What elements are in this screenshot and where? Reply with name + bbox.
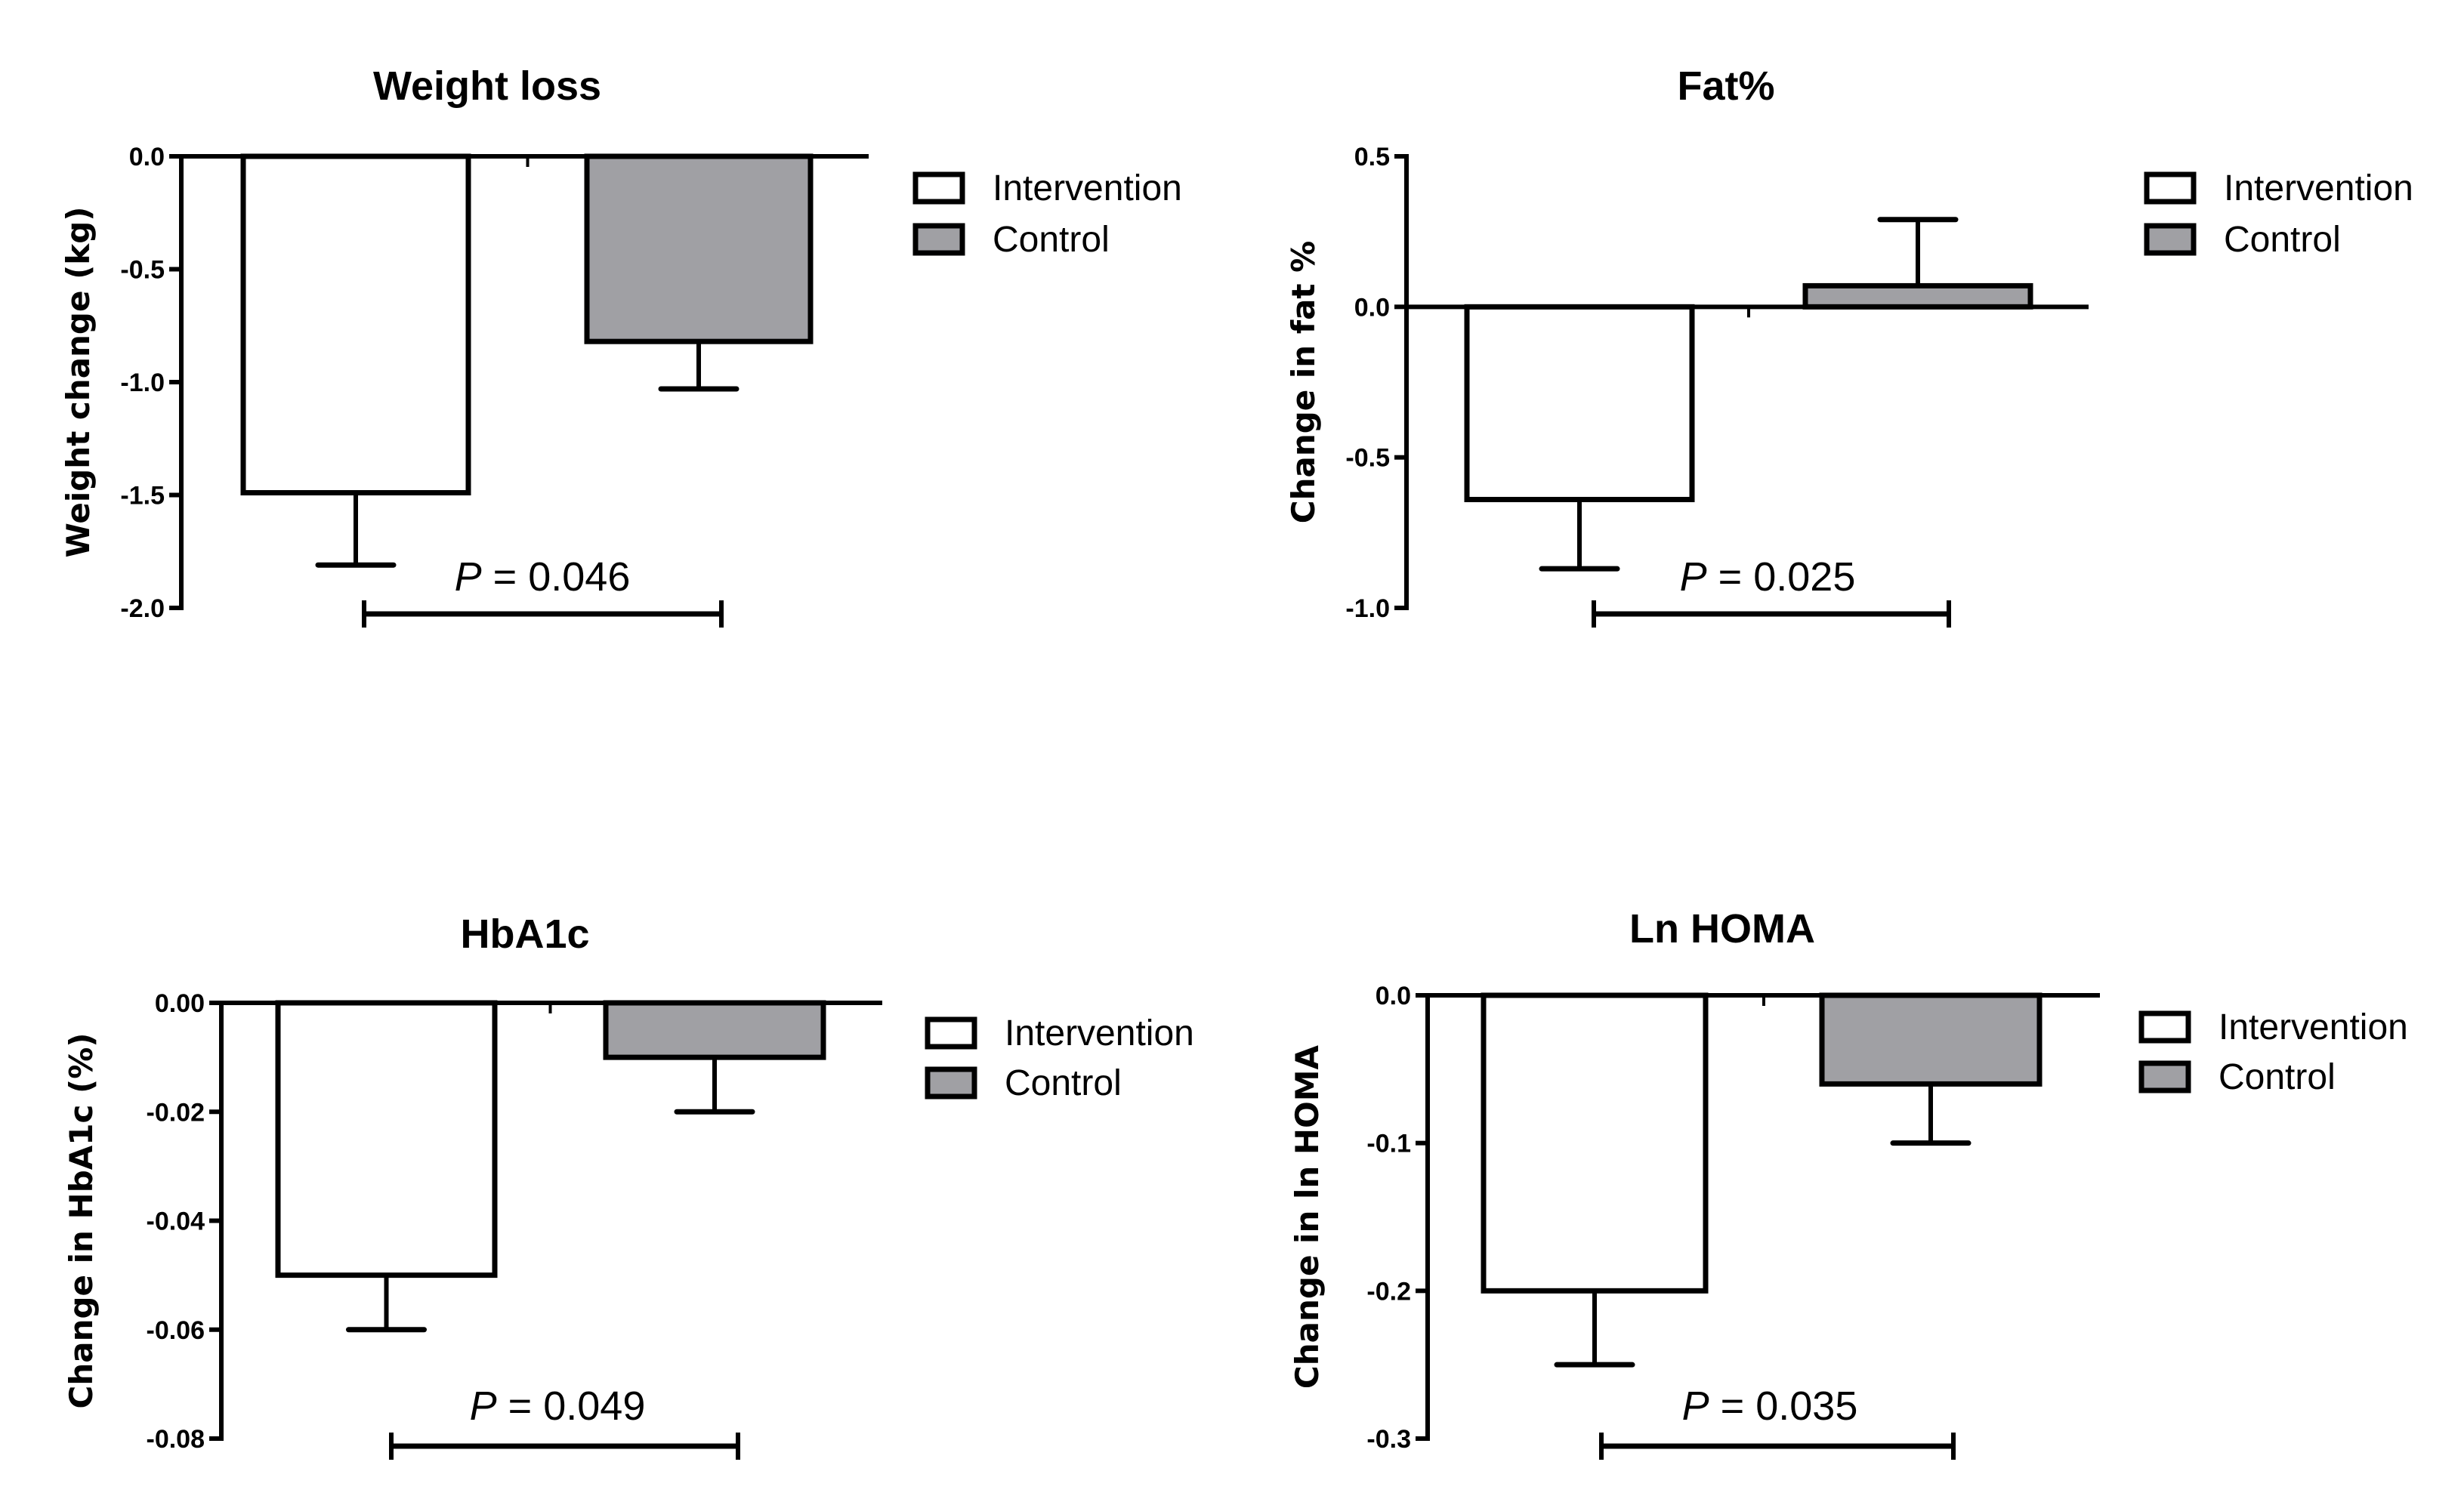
p-value-annotation: P = 0.046 <box>455 554 631 600</box>
panel-2: Fat% Change in fat % 0.5 0.0 -0.5 -1.0 Interve… <box>1285 63 2413 628</box>
p-label: P <box>470 1383 497 1429</box>
y-tick-label: -1.0 <box>1345 594 1390 623</box>
y-axis-label: Change in HbA1c (%) <box>63 1033 100 1409</box>
legend-label-control: Control <box>2224 220 2341 260</box>
y-tick-label: -0.06 <box>147 1316 205 1345</box>
y-axis-label: Change in ln HOMA <box>1289 1044 1326 1389</box>
y-axis-label: Weight change (kg) <box>60 207 97 558</box>
chart-title: Ln HOMA <box>1629 906 1815 952</box>
p-value: = 0.025 <box>1707 554 1856 600</box>
bar-intervention <box>1464 304 1695 502</box>
y-tick-label: -0.04 <box>147 1208 205 1236</box>
p-value: = 0.049 <box>497 1383 646 1429</box>
legend-label-control: Control <box>1005 1063 1122 1103</box>
y-tick-label: 0.0 <box>129 143 165 171</box>
legend-label-intervention: Intervention <box>993 168 1182 208</box>
legend-swatch-control <box>2144 223 2197 256</box>
legend-swatch-intervention <box>2138 1010 2191 1044</box>
legend-swatch-intervention <box>925 1016 977 1050</box>
bar-intervention <box>240 153 471 496</box>
p-label: P <box>1682 1383 1709 1429</box>
y-tick-label: 0.0 <box>1354 293 1390 322</box>
panel-1: Weight loss Weight change (kg) 0.0 -0.5 -1.0… <box>60 63 1182 628</box>
y-tick-label: -0.5 <box>120 256 165 285</box>
p-value: = 0.046 <box>482 554 631 600</box>
legend-swatch-control <box>912 223 965 256</box>
legend-swatch-control <box>925 1066 977 1100</box>
y-tick-label: 0.00 <box>155 989 205 1018</box>
legend-swatch-control <box>2138 1060 2191 1093</box>
legend-label-intervention: Intervention <box>1005 1013 1194 1053</box>
legend-label-control: Control <box>993 220 1110 260</box>
p-label: P <box>455 554 482 600</box>
p-value-annotation: P = 0.035 <box>1682 1383 1858 1429</box>
y-tick-label: -1.5 <box>120 482 165 510</box>
legend-label-intervention: Intervention <box>2219 1007 2408 1047</box>
p-value-annotation: P = 0.049 <box>470 1383 646 1429</box>
p-value-annotation: P = 0.025 <box>1680 554 1856 600</box>
bar-control <box>603 1000 826 1060</box>
p-value: = 0.035 <box>1709 1383 1858 1429</box>
panel-4: Ln HOMA Change in ln HOMA 0.0 -0.1 -0.2 -0.3 I… <box>1289 906 2408 1460</box>
bar-intervention <box>1481 992 1709 1294</box>
y-tick-label: -0.5 <box>1345 444 1390 473</box>
y-tick-label: -0.3 <box>1366 1425 1411 1454</box>
y-tick-label: -2.0 <box>120 594 165 623</box>
chart-title: Weight loss <box>373 63 601 109</box>
legend-swatch-intervention <box>2144 171 2197 205</box>
y-tick-label: 0.0 <box>1376 982 1411 1010</box>
panel-3: HbA1c Change in HbA1c (%) 0.00 -0.02 -0.04 -0… <box>63 911 1194 1460</box>
y-tick-label: -1.0 <box>120 369 165 397</box>
y-axis-label: Change in fat % <box>1285 241 1322 523</box>
legend-label-intervention: Intervention <box>2224 168 2413 208</box>
p-label: P <box>1680 554 1707 600</box>
y-tick-label: -0.1 <box>1366 1130 1411 1158</box>
y-tick-label: -0.02 <box>147 1098 205 1127</box>
y-tick-label: -0.2 <box>1366 1277 1411 1306</box>
chart-title: HbA1c <box>460 911 589 957</box>
bar-control <box>584 153 814 344</box>
legend-label-control: Control <box>2219 1057 2336 1097</box>
y-tick-label: 0.5 <box>1354 143 1390 171</box>
legend-swatch-intervention <box>912 171 965 205</box>
chart-title: Fat% <box>1677 63 1774 109</box>
bar-control <box>1819 992 2043 1087</box>
y-tick-label: -0.08 <box>147 1425 205 1454</box>
bar-intervention <box>275 1000 498 1278</box>
bar-control <box>1802 282 2033 310</box>
